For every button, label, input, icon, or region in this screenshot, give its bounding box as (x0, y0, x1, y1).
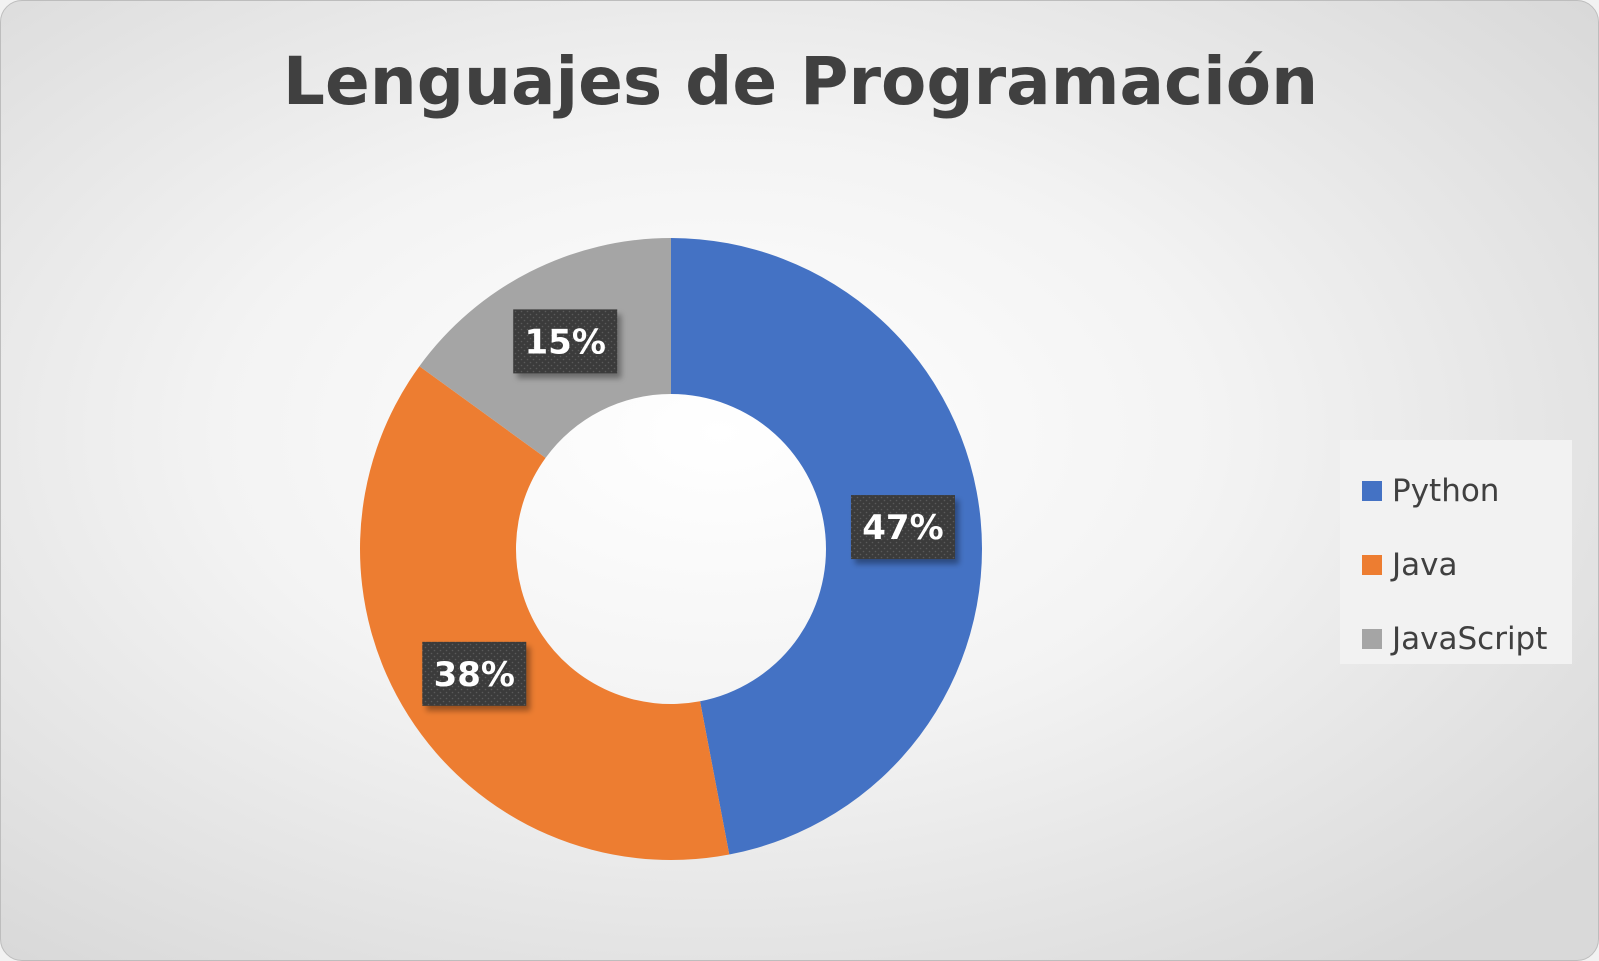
legend-label: Python (1392, 473, 1500, 509)
slice-java[interactable] (359, 366, 730, 860)
legend-swatch (1362, 629, 1382, 649)
legend-swatch (1362, 481, 1382, 501)
data-label-box (513, 309, 618, 374)
data-label-box (850, 495, 955, 560)
legend-item-java[interactable]: Java (1340, 528, 1572, 602)
data-label-java: 38% (422, 641, 527, 706)
legend-item-javascript[interactable]: JavaScript (1340, 602, 1572, 676)
data-label-box (422, 641, 527, 706)
data-label-text: 38% (434, 655, 515, 695)
legend: Python Java JavaScript (1340, 440, 1572, 664)
donut-slices (359, 238, 983, 860)
data-label-javascript: 15% (513, 309, 618, 374)
legend-label: JavaScript (1392, 621, 1548, 657)
legend-item-python[interactable]: Python (1340, 454, 1572, 528)
donut-data-labels: 47% 38% 15% (422, 309, 955, 706)
slice-python[interactable] (671, 238, 983, 855)
legend-label: Java (1392, 547, 1458, 583)
data-label-text: 47% (862, 508, 943, 548)
data-label-text: 15% (525, 322, 606, 362)
chart-title: Lenguajes de Programación (282, 43, 1319, 120)
data-label-python: 47% (850, 495, 955, 560)
legend-swatch (1362, 555, 1382, 575)
